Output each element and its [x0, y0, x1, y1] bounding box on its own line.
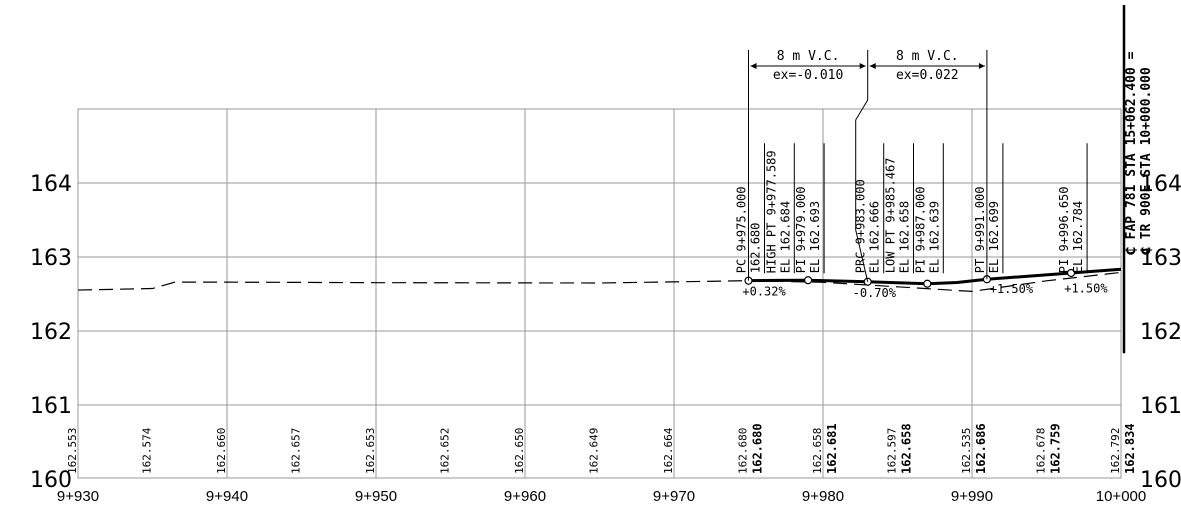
- profile-point-label: PRC 9+983.000: [854, 179, 868, 273]
- station-label: 9+930: [57, 488, 99, 505]
- profile-point-label: EL 162.658: [898, 201, 912, 273]
- proposed-elevation-value: 162.658: [900, 423, 914, 474]
- vertical-curve-ex: ex=0.022: [896, 68, 959, 83]
- existing-elevation-value: 162.649: [588, 428, 601, 474]
- prc-extent-line: [855, 50, 869, 282]
- existing-elevation-value: 162.664: [662, 427, 675, 474]
- existing-elevation-value: 162.650: [513, 428, 526, 474]
- vertical-curve-length: 8 m V.C.: [896, 49, 959, 64]
- station-label: 9+940: [206, 488, 248, 505]
- existing-elevation-value: 162.553: [66, 428, 79, 474]
- grade-label: +1.50%: [990, 282, 1034, 296]
- elevation-label-left: 164: [30, 172, 72, 197]
- existing-elevation-value: 162.660: [215, 428, 228, 474]
- proposed-elevation-value: 162.686: [974, 423, 988, 474]
- profile-point-label: PI 9+979.000: [794, 186, 808, 273]
- existing-elevation-value: 162.653: [364, 428, 377, 474]
- elevation-label-left: 161: [30, 394, 72, 419]
- station-label: 10+000: [1096, 488, 1146, 505]
- grade-labels: +0.32% -0.70% +1.50% +1.50%: [742, 281, 1108, 299]
- profile-point-label: EL 162.666: [868, 201, 882, 273]
- proposed-elevation-value: 162.834: [1123, 423, 1137, 474]
- vertical-curve-length: 8 m V.C.: [777, 49, 840, 64]
- elevation-label-right: 162: [1140, 320, 1181, 345]
- station-label: 9+950: [355, 488, 397, 505]
- existing-ground-profile: [77, 271, 1122, 293]
- existing-elevation-value: 162.652: [439, 428, 452, 474]
- end-station-callout: ₵ FAP 781 STA 15+062.400 = ₵ TR 900E STA …: [1124, 51, 1154, 255]
- profile-point-marker: [923, 279, 932, 288]
- existing-elevation-value: 162.535: [960, 428, 973, 474]
- elevation-label-right: 161: [1140, 394, 1181, 419]
- station-label: 9+980: [802, 488, 844, 505]
- station-label: 9+990: [951, 488, 993, 505]
- profile-point-label: EL 162.784: [1071, 201, 1085, 273]
- profile-point-label: EL 162.699: [987, 201, 1001, 273]
- existing-elevation-value: 162.678: [1035, 428, 1048, 474]
- existing-elevation-value: 162.657: [290, 428, 303, 474]
- profile-point-label: EL 162.684: [778, 201, 792, 273]
- station-label: 9+970: [653, 488, 695, 505]
- profile-point-label: PT 9+991.000: [973, 186, 987, 273]
- profile-point-labels: PC 9+975.000 162.680 HIGH PT 9+977.589 EL 1…: [735, 143, 1088, 274]
- elevation-data-rows: 162.553 162.574 162.660 162.657 162.653 162.6…: [66, 423, 1137, 474]
- grade-label: +0.32%: [742, 284, 786, 298]
- profile-point-label: HIGH PT 9+977.589: [764, 150, 778, 273]
- grade-label: +1.50%: [1064, 281, 1108, 295]
- profile-point-label: LOW PT 9+985.467: [884, 158, 898, 274]
- proposed-elevation-value: 162.759: [1049, 423, 1063, 474]
- elevation-label-right: 164: [1140, 172, 1181, 197]
- existing-elevation-value: 162.597: [886, 428, 899, 474]
- elevation-label-right: 163: [1140, 246, 1181, 271]
- elevation-axis-labels: 164 164 163 163 162 162 161 161 160 160: [30, 172, 1181, 493]
- existing-elevation-value: 162.574: [141, 427, 154, 474]
- grid-frame: [77, 108, 1122, 479]
- vertical-curve-ex: ex=-0.010: [773, 68, 843, 83]
- profile-point-label: PI 9+987.000: [913, 186, 927, 273]
- profile-point-marker: [1066, 268, 1076, 278]
- end-station-label: ₵ FAP 781 STA 15+062.400 =: [1124, 51, 1139, 255]
- proposed-elevation-value: 162.681: [825, 423, 839, 474]
- end-station-label: ₵ TR 900E STA 10+000.000: [1139, 67, 1154, 255]
- profile-point-label: EL 162.639: [927, 201, 941, 273]
- elevation-label-right: 160: [1140, 468, 1181, 493]
- vertical-curve-annotations: 8 m V.C. ex=-0.010 8 m V.C. ex=0.022: [748, 49, 988, 282]
- elevation-label-left: 160: [30, 468, 72, 493]
- profile-point-label: EL 162.693: [808, 201, 822, 273]
- proposed-elevation-value: 162.680: [751, 423, 765, 474]
- profile-point-label: PC 9+975.000: [735, 186, 749, 273]
- station-label: 9+960: [504, 488, 546, 505]
- grade-label: -0.70%: [853, 286, 897, 300]
- existing-elevation-value: 162.680: [737, 428, 750, 474]
- elevation-label-left: 163: [30, 246, 72, 271]
- station-axis-labels: 9+930 9+940 9+950 9+960 9+970 9+980 9+990 10+00…: [57, 488, 1146, 505]
- profile-point-label: PI 9+996.650: [1057, 186, 1071, 273]
- profile-point-label: 162.680: [749, 223, 763, 274]
- existing-elevation-value: 162.792: [1109, 428, 1122, 474]
- existing-elevation-value: 162.658: [811, 428, 824, 474]
- elevation-label-left: 162: [30, 320, 72, 345]
- profile-point-marker: [803, 276, 813, 285]
- grid: [77, 108, 1122, 479]
- existing-ground-line: [77, 271, 1122, 293]
- proposed-grade-line: [748, 267, 1122, 286]
